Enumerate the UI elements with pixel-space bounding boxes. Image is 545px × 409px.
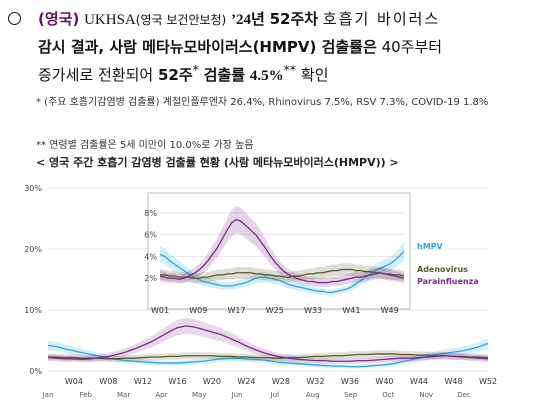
main-series-line (47, 342, 489, 368)
bullet-circle (8, 12, 21, 25)
main-series-band (48, 317, 488, 364)
headline-line3-rate-sup: ** (283, 62, 297, 77)
main-series-band (48, 338, 488, 369)
main-series-line (47, 325, 489, 362)
headline-year: ’24년 (231, 12, 265, 28)
main-x-week-label: W48 (444, 377, 462, 386)
chart-caption: < 영국 주간 호흡기 감염병 검출률 현황 (사람 메타뉴모바이러스(HMPV… (36, 156, 399, 169)
main-x-month-label: Mar (117, 391, 130, 399)
main-x-week-label: W20 (203, 377, 221, 386)
headline-source: UKHSA (84, 12, 136, 28)
inset-series-band (160, 242, 404, 296)
main-x-month-label: Jul (270, 391, 280, 399)
inset-series-line (159, 218, 405, 284)
main-x-week-label: W32 (306, 377, 324, 386)
main-x-week-label: W44 (410, 377, 428, 386)
main-x-month-label: Oct (382, 391, 394, 399)
inset-panel (147, 192, 411, 310)
main-x-month-label: Nov (419, 391, 433, 399)
main-x-week-label: W04 (65, 377, 83, 386)
headline-line3-rate: 4.5% (249, 68, 284, 84)
main-x-week-label: W52 (479, 377, 497, 386)
inset-series-line (159, 250, 405, 294)
headline-line2-a: 감시 결과, 사람 메타뉴모바이러스(HMPV) 검출률은 (38, 38, 377, 56)
main-y-tick-label: 30% (24, 184, 42, 193)
main-x-week-label: W24 (237, 377, 255, 386)
headline-source-paren: (영국 보건안보청) (135, 13, 227, 27)
inset-x-week-label: W17 (228, 306, 246, 315)
main-x-month-label: Apr (155, 391, 167, 399)
main-x-week-label: W40 (375, 377, 393, 386)
headline-line-1: (영국) UKHSA(영국 보건안보청) ’24년 52주차 호흡기 바이러스 (38, 8, 538, 29)
inset-y-tick-label: 4% (144, 252, 157, 261)
main-y-tick-label: 20% (24, 245, 42, 254)
headline-line-3: 증가세로 전환되어 52주* 검출률 4.5%** 확인 (38, 62, 538, 85)
main-x-week-label: W28 (272, 377, 290, 386)
main-y-tick-label: 0% (29, 367, 42, 376)
inset-series-band (160, 205, 404, 287)
headline-line3-a: 증가세로 전환되어 (38, 66, 154, 84)
headline-line3-week-sup: * (192, 62, 199, 77)
main-series-band (48, 350, 488, 362)
legend-adenovirus-label: Adenovirus (417, 265, 468, 274)
main-x-month-label: Jan (42, 391, 54, 399)
main-y-tick-label: 10% (24, 306, 42, 315)
inset-y-tick-label: 2% (144, 274, 157, 283)
inset-x-week-label: W09 (189, 306, 207, 315)
note-2: ** 연령별 검출률은 5세 미만이 10.0%로 가장 높음 (36, 140, 254, 151)
headline-rest-1: 호흡기 바이러스 (322, 10, 441, 28)
main-x-month-label: Feb (80, 391, 93, 399)
headline-line3-week: 52주 (157, 66, 193, 84)
main-x-week-label: W08 (99, 377, 117, 386)
main-x-month-label: May (192, 391, 206, 399)
main-x-month-label: Jun (231, 391, 243, 399)
legend-parainfluenza-label: Parainfluenza (417, 277, 479, 286)
headline-line3-end: 확인 (300, 66, 329, 84)
main-x-month-label: Dec (457, 391, 471, 399)
main-series-line (48, 353, 489, 360)
inset-y-tick-label: 8% (144, 209, 157, 218)
inset-series-band (160, 263, 404, 284)
note-1: * (주요 호흡기감염병 검출률) 계절인플루엔자 26.4%, Rhinovi… (36, 97, 489, 108)
inset-x-week-label: W41 (342, 306, 360, 315)
headline-tag: (영국) (38, 10, 80, 28)
main-x-week-label: W16 (168, 377, 186, 386)
headline-line-2: 감시 결과, 사람 메타뉴모바이러스(HMPV) 검출률은 40주부터 (38, 36, 538, 57)
inset-x-week-label: W49 (381, 306, 399, 315)
main-x-week-label: W36 (341, 377, 359, 386)
inset-x-week-label: W33 (304, 306, 322, 315)
inset-series-line (160, 268, 405, 279)
inset-y-tick-label: 6% (144, 231, 157, 240)
headline-line3-rate-label: 검출률 (203, 66, 246, 84)
legend-hmpv-label: hMPV (417, 242, 444, 251)
inset-x-week-label: W25 (266, 306, 284, 315)
main-x-month-label: Sep (344, 391, 358, 399)
inset-x-week-label: W01 (151, 306, 169, 315)
headline-line2-b: 40주부터 (381, 38, 443, 56)
headline-week: 52주차 (269, 10, 319, 28)
main-x-week-label: W12 (134, 377, 152, 386)
main-x-month-label: Aug (306, 391, 320, 399)
